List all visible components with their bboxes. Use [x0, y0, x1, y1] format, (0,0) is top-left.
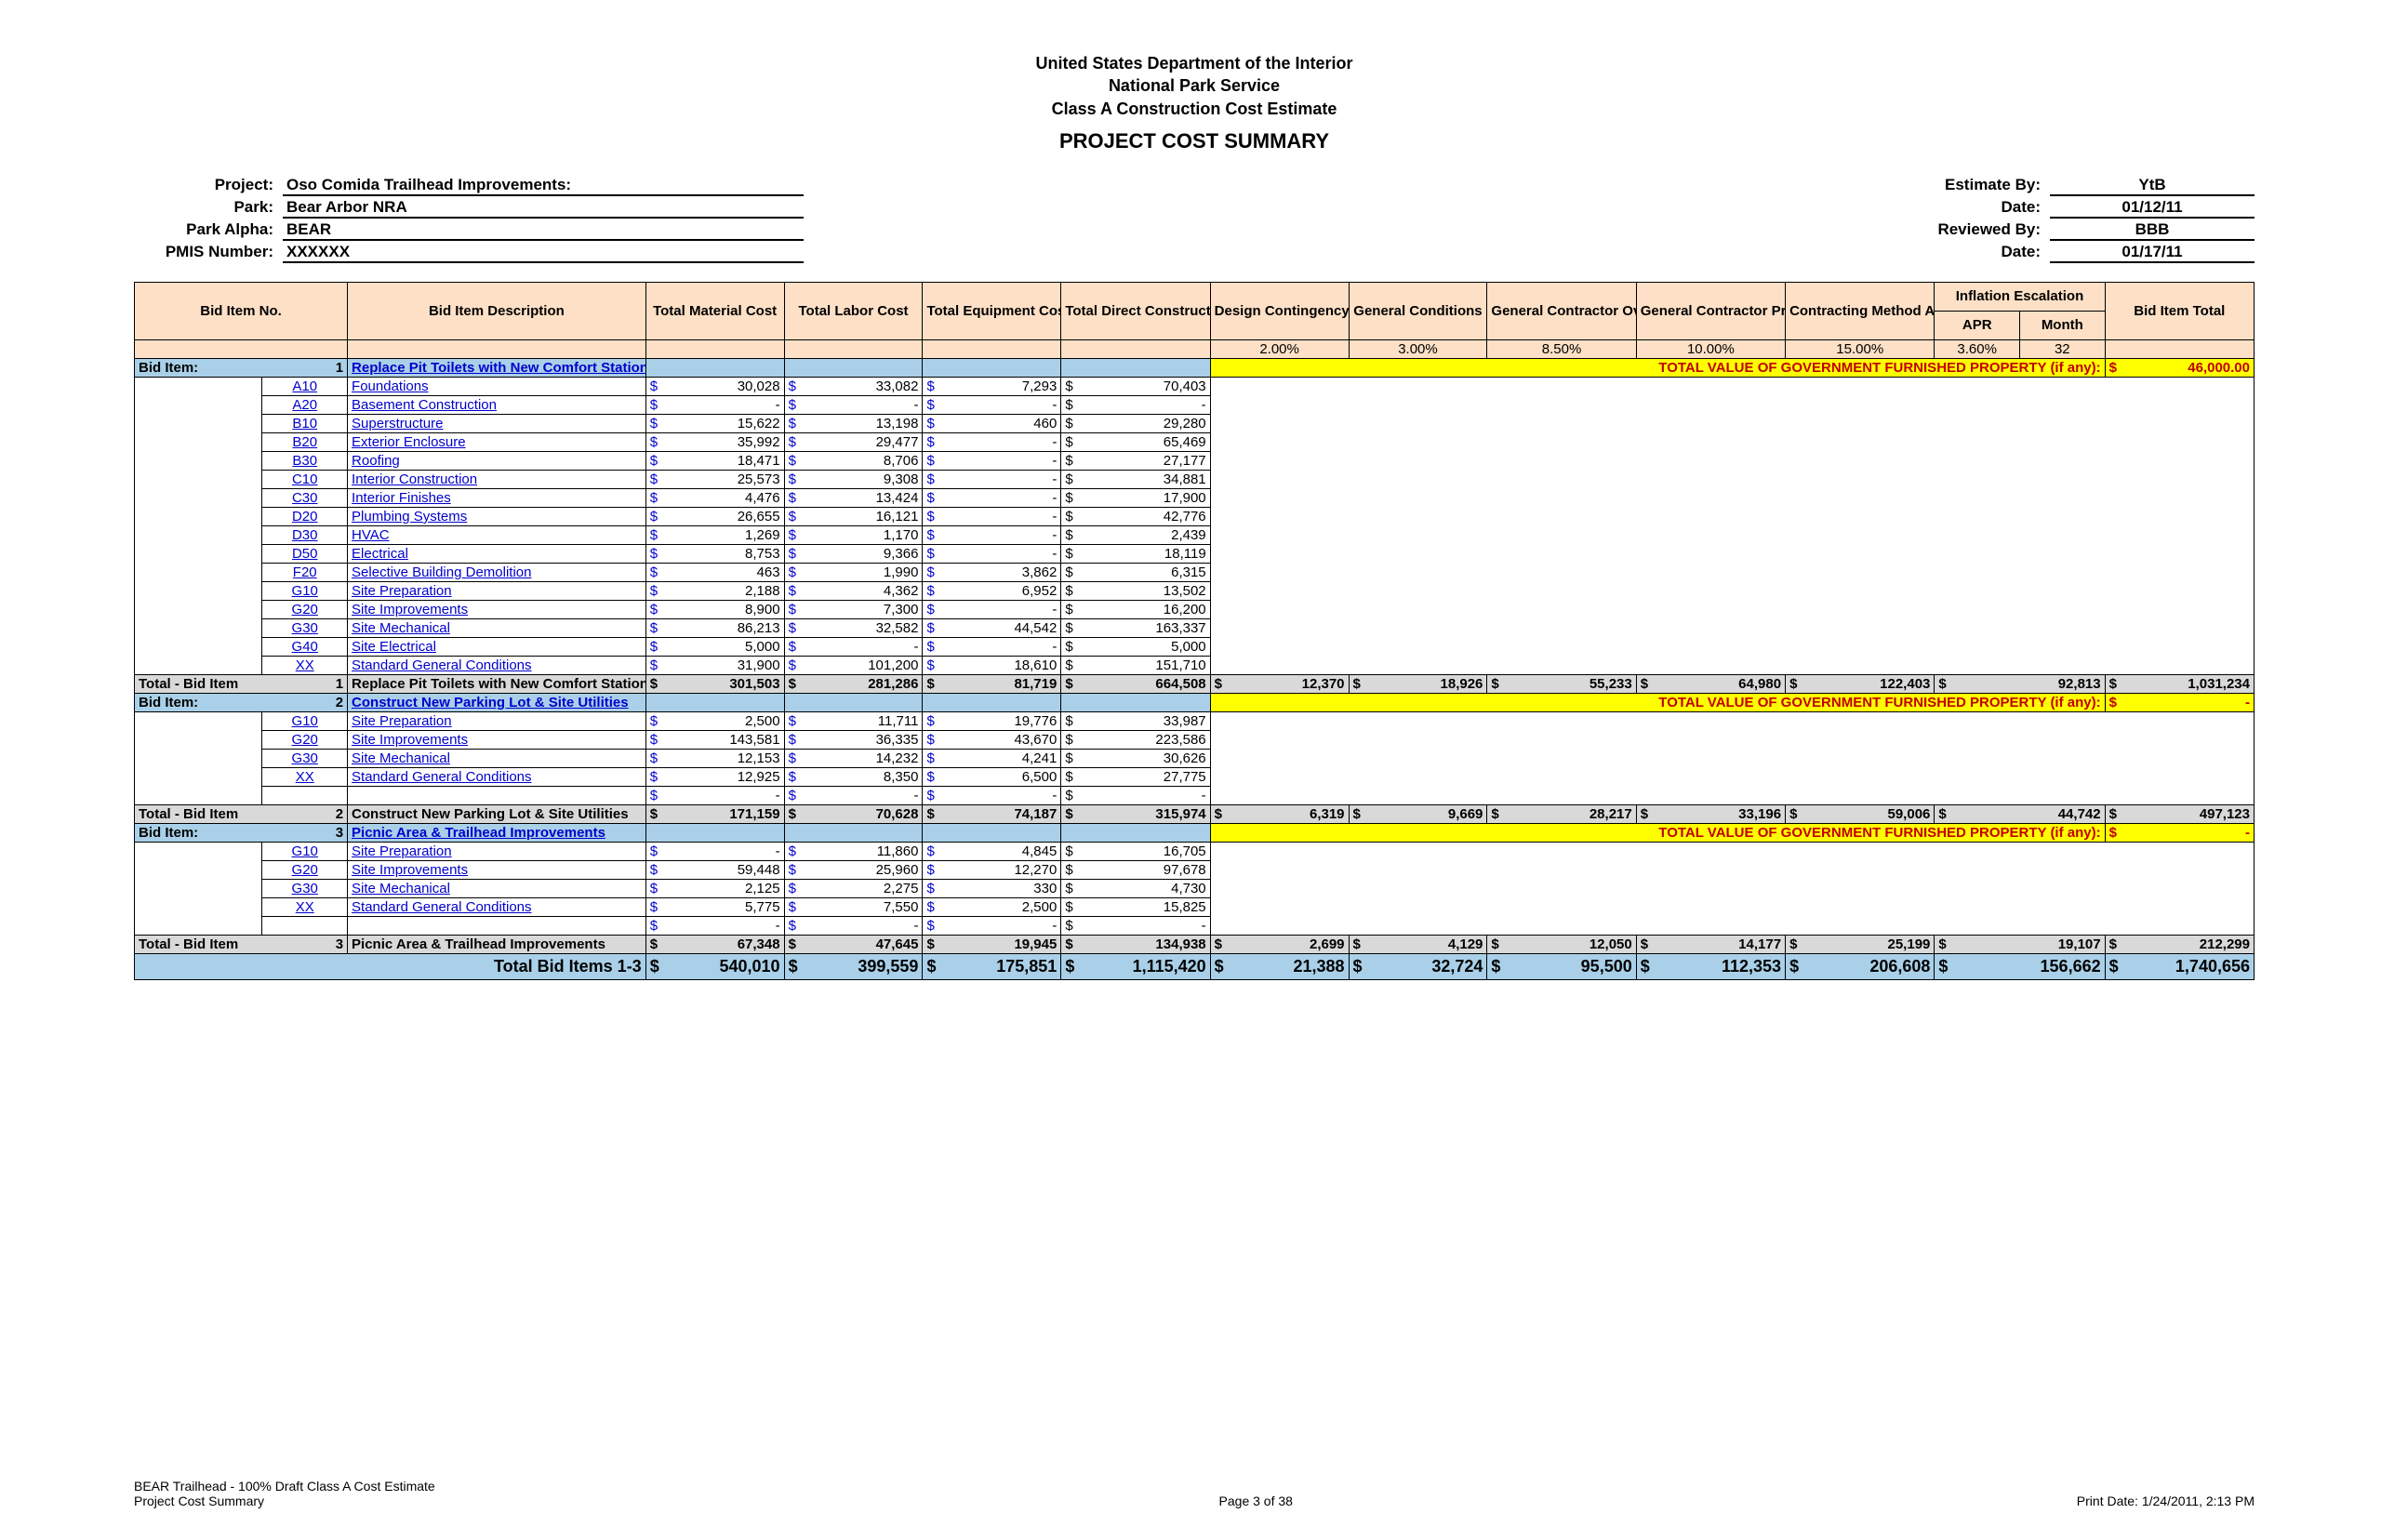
header-line3: Class A Construction Cost Estimate — [134, 98, 2255, 120]
meta-value: BBB — [2050, 220, 2255, 241]
meta-value: 01/17/11 — [2050, 243, 2255, 263]
footer-left: BEAR Trailhead - 100% Draft Class A Cost… — [134, 1479, 435, 1508]
meta-label: Date: — [1882, 198, 2050, 219]
header-line2: National Park Service — [134, 74, 2255, 97]
footer-center: Page 3 of 38 — [1219, 1494, 1293, 1508]
meta-label: Park Alpha: — [134, 220, 283, 241]
meta-value: Bear Arbor NRA — [283, 198, 804, 219]
meta-value: 01/12/11 — [2050, 198, 2255, 219]
header-line1: United States Department of the Interior — [134, 52, 2255, 74]
footer-right: Print Date: 1/24/2011, 2:13 PM — [2077, 1494, 2255, 1508]
meta-label: Date: — [1882, 243, 2050, 263]
meta-value: YtB — [2050, 176, 2255, 196]
meta-label: PMIS Number: — [134, 243, 283, 263]
meta-label: Reviewed By: — [1882, 220, 2050, 241]
meta-label: Project: — [134, 176, 283, 196]
meta-value: BEAR — [283, 220, 804, 241]
meta-label: Estimate By: — [1882, 176, 2050, 196]
meta-value: Oso Comida Trailhead Improvements: — [283, 176, 804, 196]
meta-value: XXXXXX — [283, 243, 804, 263]
page-title: PROJECT COST SUMMARY — [134, 129, 2255, 153]
cost-table: Bid Item No.Bid Item DescriptionTotal Ma… — [134, 282, 2255, 980]
meta-label: Park: — [134, 198, 283, 219]
